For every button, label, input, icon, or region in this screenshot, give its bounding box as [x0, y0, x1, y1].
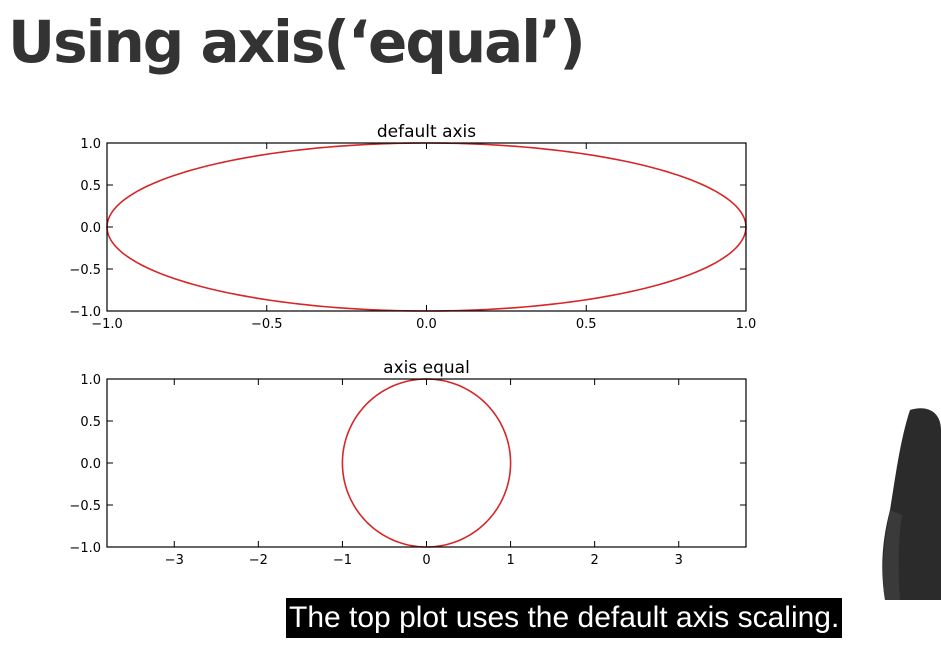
- y-tick-label: 0.0: [80, 221, 101, 236]
- x-tick-label: −3: [165, 553, 184, 568]
- y-tick-label: 0.5: [80, 415, 101, 430]
- caption: The top plot uses the default axis scali…: [286, 598, 843, 638]
- chart-title: default axis: [377, 122, 476, 142]
- x-tick-label: 0.0: [416, 317, 437, 332]
- y-tick-label: −1.0: [69, 305, 101, 320]
- y-tick-label: −0.5: [69, 499, 101, 514]
- y-tick-label: −1.0: [69, 541, 101, 556]
- series-line: [106, 142, 747, 312]
- y-tick-label: 0.5: [80, 179, 101, 194]
- x-tick-label: −1: [333, 553, 352, 568]
- x-tick-label: −1.0: [91, 317, 123, 332]
- slide-title: Using axis(‘equal’): [8, 8, 586, 76]
- axes-frame: [106, 142, 747, 312]
- y-tick-label: 1.0: [80, 373, 101, 388]
- x-tick-label: 0: [422, 553, 430, 568]
- x-tick-label: 1.0: [736, 317, 757, 332]
- x-tick-label: −0.5: [251, 317, 283, 332]
- y-tick-label: 0.0: [80, 457, 101, 472]
- y-tick-label: −0.5: [69, 263, 101, 278]
- x-tick-label: −2: [249, 553, 268, 568]
- x-tick-label: 2: [591, 553, 599, 568]
- presenter-image: [882, 408, 941, 600]
- series-line: [341, 378, 512, 548]
- axes-frame: [106, 378, 747, 548]
- chart-title: axis equal: [383, 358, 470, 378]
- y-tick-label: 1.0: [80, 137, 101, 152]
- x-tick-label: 0.5: [576, 317, 597, 332]
- x-tick-label: 3: [675, 553, 683, 568]
- x-tick-label: 1: [506, 553, 514, 568]
